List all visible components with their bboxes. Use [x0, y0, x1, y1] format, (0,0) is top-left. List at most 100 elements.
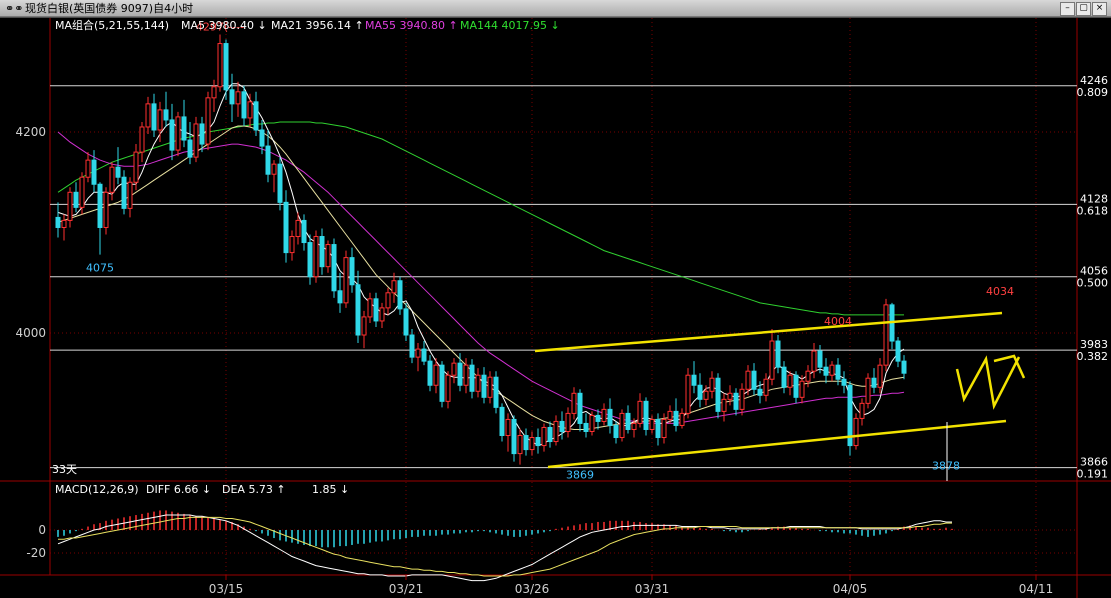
candle-body: [91, 159, 97, 185]
candle-body: [475, 374, 481, 392]
candle-body: [553, 420, 559, 443]
candle-body: [505, 418, 511, 437]
candle-body: [409, 334, 415, 358]
candle-body: [709, 377, 715, 392]
macd-legend-label: MACD(12,26,9): [55, 483, 139, 496]
candle-body: [757, 388, 763, 396]
candle-body: [619, 412, 625, 439]
x-tick-label: 04/05: [833, 582, 868, 596]
projection-arrowhead: [993, 354, 1026, 379]
x-tick-label: 03/31: [635, 582, 670, 596]
candle-body: [403, 308, 409, 336]
candle-body: [661, 418, 667, 439]
fib-level-price: 3983: [1080, 338, 1108, 351]
candle-body: [607, 408, 613, 426]
candle-body: [295, 219, 301, 238]
candle-body: [559, 420, 565, 432]
candle-body: [97, 183, 103, 228]
fib-level-ratio: 0.382: [1077, 350, 1109, 363]
candle-body: [823, 366, 829, 376]
price-annotation: 4075: [86, 262, 114, 275]
candle-body: [463, 364, 469, 386]
candle-body: [283, 201, 289, 254]
price-annotation: 3878: [932, 460, 960, 473]
candle-body: [385, 292, 391, 309]
candle-body: [577, 392, 583, 424]
candle-body: [685, 374, 691, 414]
candle-body: [79, 176, 85, 208]
price-annotation: 4034: [986, 285, 1014, 298]
candle-body: [133, 151, 139, 183]
glasses-icon: ⚭⚭: [5, 2, 24, 15]
candle-body: [715, 377, 721, 412]
minimize-button[interactable]: –: [1060, 2, 1075, 16]
candle-body: [121, 176, 127, 209]
candle-body: [793, 374, 799, 398]
candle-body: [469, 364, 475, 392]
x-tick-label: 03/15: [209, 582, 244, 596]
macd-tick-label: 0: [38, 523, 46, 537]
fib-level-price: 4128: [1080, 192, 1108, 205]
ma5-line: [57, 83, 905, 447]
candle-body: [601, 408, 607, 422]
candle-body: [895, 340, 901, 362]
macd-diff-line: [57, 514, 952, 582]
candle-body: [415, 348, 421, 358]
candle-body: [427, 360, 433, 386]
candle-body: [805, 370, 811, 382]
candle-body: [211, 86, 217, 99]
candle-body: [859, 402, 865, 419]
candle-body: [655, 418, 661, 439]
candle-body: [55, 216, 61, 228]
candle-body: [733, 392, 739, 410]
candle-body: [451, 362, 457, 376]
candle-body: [373, 298, 379, 322]
candle-body: [139, 126, 145, 153]
candle-body: [667, 410, 673, 420]
candle-body: [547, 426, 553, 443]
candle-body: [643, 400, 649, 430]
candle-body: [745, 370, 751, 390]
candle-body: [343, 257, 349, 304]
candle-body: [277, 163, 283, 203]
candle-body: [127, 181, 133, 209]
candle-body: [253, 101, 259, 131]
candle-body: [235, 91, 241, 105]
candle-body: [487, 376, 493, 398]
macd-panel: [57, 510, 953, 582]
candle-body: [847, 384, 853, 447]
fib-level-ratio: 0.500: [1077, 277, 1109, 290]
close-button[interactable]: ×: [1092, 2, 1107, 16]
macd-tick-label: -20: [26, 546, 46, 560]
candle-body: [517, 435, 523, 455]
candle-body: [187, 139, 193, 158]
candle-body: [649, 418, 655, 430]
chart-grid: [50, 18, 1077, 575]
candle-body: [397, 280, 403, 310]
price-annotation: 4297(----: [196, 21, 244, 34]
candle-body: [163, 109, 169, 121]
candle-body: [229, 89, 235, 105]
ma144-line: [57, 121, 904, 316]
candle-body: [631, 422, 637, 430]
maximize-button[interactable]: ▢: [1076, 2, 1091, 16]
candle-body: [841, 378, 847, 386]
candle-body: [331, 244, 337, 292]
price-annotation: 3869: [566, 469, 594, 482]
channel-upper-line: [534, 311, 1003, 353]
candle-body: [769, 340, 775, 380]
candle-body: [61, 219, 67, 228]
candle-body: [673, 410, 679, 426]
price-annotation: 4004: [824, 315, 852, 328]
candle-body: [223, 43, 229, 91]
candle-body: [811, 350, 817, 372]
candle-body: [787, 374, 793, 388]
price-annotations: 4297(---- 4075 3869 4004 4034 3878: [86, 21, 1014, 482]
candle-body: [481, 374, 487, 398]
candle-body: [529, 437, 535, 451]
projection-arrow: [955, 355, 1021, 410]
candle-body: [739, 388, 745, 410]
x-tick-label: 03/26: [515, 582, 550, 596]
days-label: 33天: [52, 463, 77, 476]
